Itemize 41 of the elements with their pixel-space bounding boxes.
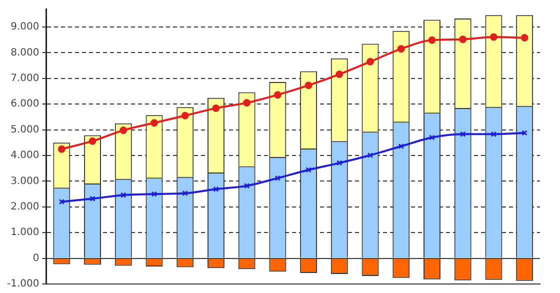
point [182,190,188,196]
point [274,91,282,99]
point [336,70,344,78]
y-tick-label: 5.000 [10,124,40,136]
point [520,34,528,42]
point [88,137,96,145]
y-tick-label: 9.000 [10,22,40,33]
y-tick-label: 6.000 [10,98,40,110]
y-tick-label: 4.000 [10,150,40,162]
point [428,36,436,44]
point [367,152,374,158]
point [120,192,126,198]
y-tick-label: -1.000 [6,278,40,290]
point [120,126,128,134]
point [212,104,220,112]
point [429,134,435,140]
y-tick-label: 8.000 [10,47,40,58]
point [460,131,466,138]
point [90,196,96,202]
point [244,182,250,189]
point [181,112,189,120]
y-tick-label: 3.000 [10,176,40,187]
point [306,167,312,173]
point [274,175,281,181]
point [490,33,498,41]
point [151,191,158,197]
point [213,186,219,192]
y-tick-label: 0 [32,252,40,264]
point [304,82,312,90]
point [398,143,404,150]
point [243,99,251,107]
point [150,119,158,127]
y-tick-label: 2.000 [10,201,40,212]
point [336,160,342,166]
point [366,58,374,66]
y-tick-label: 1.000 [10,227,40,238]
point [459,36,467,44]
point [58,145,66,153]
y-tick-label: 7.000 [10,72,40,84]
point [397,45,405,53]
point [490,131,497,138]
